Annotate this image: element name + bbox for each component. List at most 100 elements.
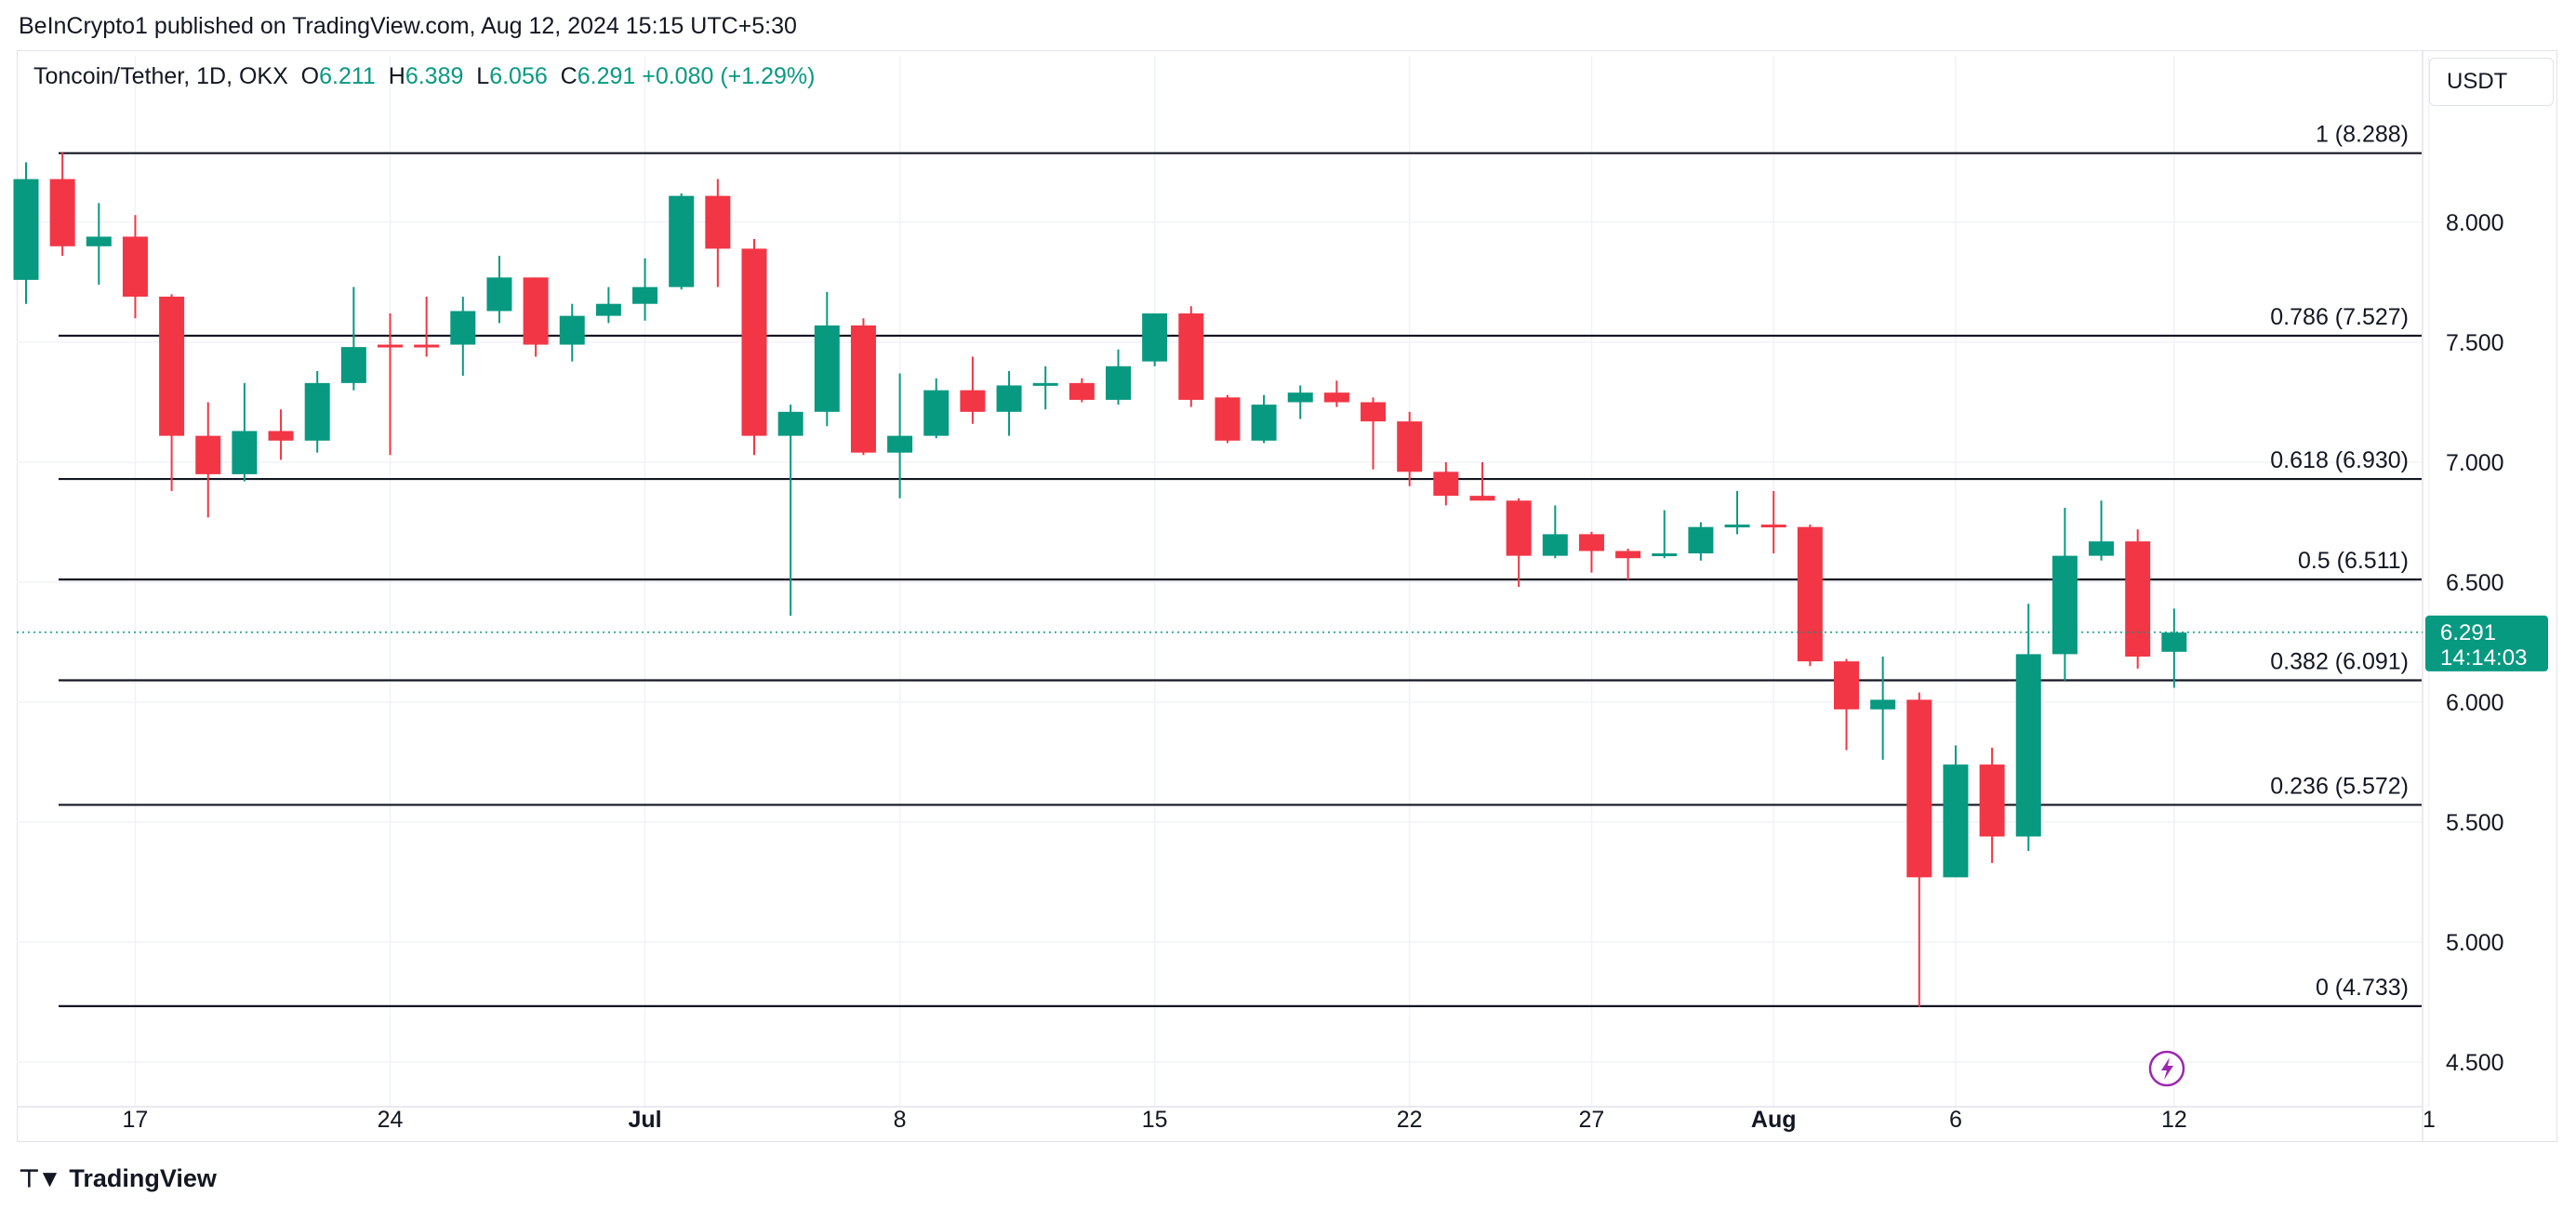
price-tick-label: 5.500 xyxy=(2446,810,2504,836)
candle[interactable] xyxy=(2052,508,2078,681)
fibonacci-retracement[interactable]: 1 (8.288) 0.786 (7.527) 0.618 (6.930) 0.5 (… xyxy=(59,122,2422,1007)
price-tick-label: 5.000 xyxy=(2446,930,2504,956)
candle-body xyxy=(49,179,75,246)
candle-body xyxy=(2052,555,2078,655)
candle[interactable] xyxy=(632,258,658,321)
candle-body xyxy=(1397,421,1423,472)
candle[interactable] xyxy=(1323,380,1349,407)
candle[interactable] xyxy=(268,409,294,460)
candle[interactable] xyxy=(2125,529,2151,669)
currency-button[interactable]: USDT xyxy=(2429,58,2554,106)
candle[interactable] xyxy=(304,370,330,453)
candle-body xyxy=(122,236,148,297)
candle-body xyxy=(1979,764,2005,837)
candle[interactable] xyxy=(741,239,767,456)
candle[interactable] xyxy=(1361,397,1387,470)
candle[interactable] xyxy=(1433,462,1459,506)
candle[interactable] xyxy=(705,179,731,287)
candle[interactable] xyxy=(1215,394,1241,444)
candle-body xyxy=(1287,392,1313,403)
candle-body xyxy=(960,390,986,412)
brand-label: TradingView xyxy=(69,1164,217,1192)
candle[interactable] xyxy=(669,193,695,290)
candle-body xyxy=(559,315,585,345)
candle[interactable] xyxy=(414,296,440,357)
tradingview-brand[interactable]: ⊤▼ TradingView xyxy=(19,1164,217,1193)
candle[interactable] xyxy=(1870,656,1896,760)
candle-body xyxy=(1178,313,1204,400)
candle[interactable] xyxy=(1943,745,1969,878)
candle[interactable] xyxy=(559,303,585,362)
time-tick-label: 1 xyxy=(2423,1107,2436,1133)
candle-body xyxy=(741,248,767,436)
candle[interactable] xyxy=(1069,378,1095,403)
candle[interactable] xyxy=(887,373,913,498)
candle[interactable] xyxy=(850,318,876,456)
lightning-bolt-icon[interactable] xyxy=(2148,1050,2185,1087)
candle[interactable] xyxy=(1652,510,1678,559)
candle[interactable] xyxy=(595,286,621,324)
candle[interactable] xyxy=(2015,604,2041,851)
candle[interactable] xyxy=(378,313,403,456)
candle[interactable] xyxy=(1542,505,1568,559)
candle-body xyxy=(1323,392,1349,403)
candle[interactable] xyxy=(450,296,476,377)
candle[interactable] xyxy=(232,382,258,482)
candle[interactable] xyxy=(159,294,185,491)
fib-level-label: 0.786 (7.527) xyxy=(2270,304,2409,330)
candle[interactable] xyxy=(2161,608,2187,688)
candle-body xyxy=(1760,525,1786,528)
candle[interactable] xyxy=(1797,525,1823,667)
candle-body xyxy=(1724,525,1750,528)
candle-body xyxy=(1469,496,1495,501)
candle[interactable] xyxy=(1469,462,1495,501)
candle[interactable] xyxy=(996,370,1022,436)
candle[interactable] xyxy=(2089,500,2115,561)
candle[interactable] xyxy=(923,378,949,439)
candle[interactable] xyxy=(1979,748,2005,863)
price-tag-value: 6.291 xyxy=(2440,620,2496,645)
low-value: 6.056 xyxy=(489,63,548,89)
time-tick-label: Aug xyxy=(1751,1107,1797,1133)
candle[interactable] xyxy=(49,153,75,257)
candle-body xyxy=(159,296,185,436)
candle[interactable] xyxy=(1106,349,1131,405)
candle[interactable] xyxy=(1906,692,1932,1007)
candle[interactable] xyxy=(195,402,221,518)
candle[interactable] xyxy=(1142,313,1168,366)
candle[interactable] xyxy=(777,405,803,617)
candle[interactable] xyxy=(523,277,549,357)
candle[interactable] xyxy=(1251,394,1277,444)
candle[interactable] xyxy=(960,356,986,424)
candle[interactable] xyxy=(1178,306,1204,407)
candle[interactable] xyxy=(13,162,39,304)
candle[interactable] xyxy=(1506,498,1532,588)
candle[interactable] xyxy=(1724,490,1750,535)
candle-body xyxy=(414,344,440,348)
candle[interactable] xyxy=(1397,411,1423,486)
candle-body xyxy=(1834,661,1859,710)
candle-body xyxy=(1615,551,1641,559)
candle-body xyxy=(2125,541,2151,657)
candle[interactable] xyxy=(122,215,148,319)
fib-level-label: 0.382 (6.091) xyxy=(2270,649,2409,675)
candle[interactable] xyxy=(1032,365,1058,410)
candle-body xyxy=(705,195,731,249)
candle[interactable] xyxy=(486,256,512,324)
candle[interactable] xyxy=(340,286,366,391)
candle-body xyxy=(1870,699,1896,710)
publisher-line: BeInCrypto1 published on TradingView.com… xyxy=(19,13,797,39)
candle[interactable] xyxy=(1760,490,1786,554)
candle[interactable] xyxy=(86,203,112,286)
candle-body xyxy=(996,385,1022,412)
candle[interactable] xyxy=(1287,385,1313,419)
candle[interactable] xyxy=(1615,548,1641,580)
candle[interactable] xyxy=(814,291,840,427)
candle[interactable] xyxy=(1834,658,1859,751)
time-tick-label: 6 xyxy=(1949,1107,1962,1133)
candle-body xyxy=(1797,526,1823,662)
candle[interactable] xyxy=(1688,522,1714,561)
candle[interactable] xyxy=(1578,531,1604,573)
